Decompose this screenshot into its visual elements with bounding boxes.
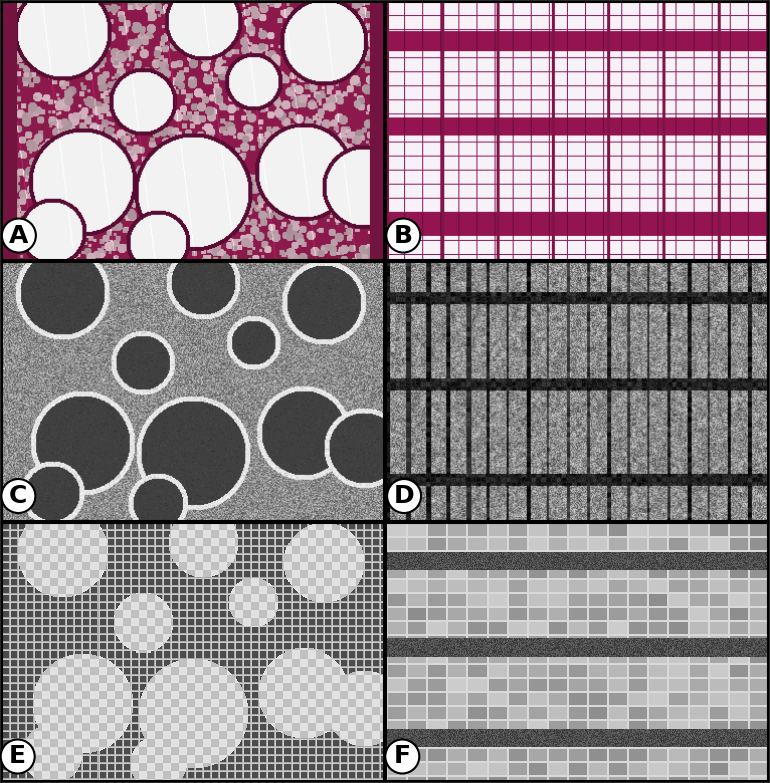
Text: F: F [393, 745, 410, 768]
Text: C: C [9, 484, 28, 508]
Text: E: E [9, 745, 26, 768]
Text: D: D [393, 484, 414, 508]
Text: B: B [393, 223, 413, 247]
Text: A: A [9, 223, 28, 247]
